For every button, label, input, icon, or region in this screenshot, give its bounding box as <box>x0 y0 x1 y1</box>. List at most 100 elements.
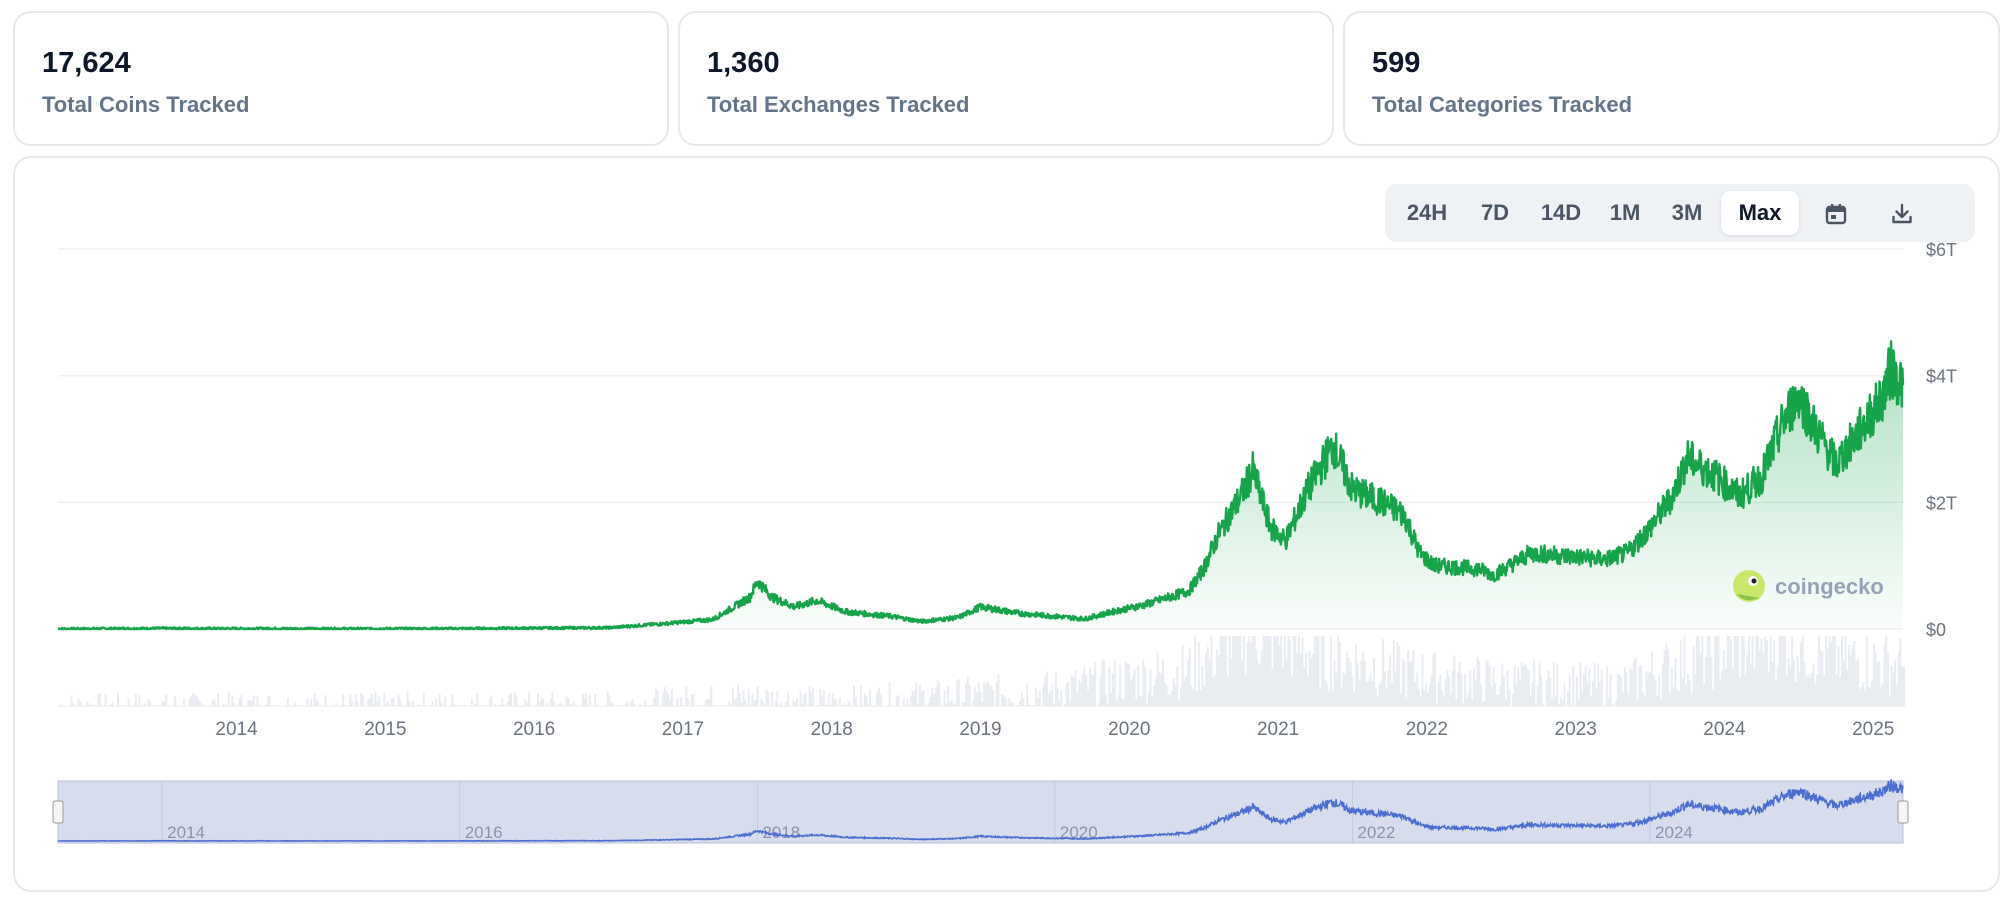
volume-bar <box>417 704 420 706</box>
volume-bar <box>1456 671 1459 706</box>
volume-bar <box>1581 690 1584 706</box>
time-navigator[interactable]: 2014 2016 2018 2020 2022 2024 <box>52 779 1909 844</box>
volume-bar <box>1154 678 1157 706</box>
volume-bar <box>1821 651 1824 706</box>
volume-bar <box>1063 704 1066 706</box>
volume-bar <box>1722 650 1725 706</box>
range-button-24h[interactable]: 24H <box>1406 200 1448 225</box>
volume-bar <box>1337 636 1340 706</box>
volume-bar <box>1597 664 1600 706</box>
volume-bar <box>1435 702 1438 706</box>
volume-bar <box>1253 636 1256 706</box>
range-button-1m[interactable]: 1M <box>1609 200 1641 225</box>
volume-bar <box>1241 661 1244 706</box>
volume-bar <box>1398 645 1401 706</box>
volume-bar <box>1038 690 1041 706</box>
volume-bar <box>1903 666 1905 706</box>
volume-bar <box>742 689 745 706</box>
volume-bar <box>1210 636 1213 706</box>
volume-bar <box>551 692 554 706</box>
volume-bar <box>1567 691 1570 706</box>
volume-bar <box>1135 699 1138 706</box>
range-button-max[interactable]: Max <box>1721 191 1799 235</box>
volume-bar <box>1830 641 1833 706</box>
volume-bar <box>1819 649 1822 706</box>
volume-bar <box>451 694 454 706</box>
volume-bar <box>1013 705 1016 706</box>
volume-bar <box>1755 636 1758 706</box>
volume-bar <box>195 695 198 706</box>
volume-bar <box>252 695 255 706</box>
volume-bar <box>1545 679 1548 706</box>
volume-bar <box>1894 659 1897 706</box>
volume-bar <box>779 703 782 706</box>
volume-bar <box>1647 673 1650 706</box>
navigator-handle-left[interactable] <box>52 800 64 824</box>
volume-bar <box>90 704 93 706</box>
volume-bar <box>1520 661 1523 706</box>
volume-bar <box>828 692 831 706</box>
volume-bar <box>1428 685 1431 706</box>
volume-bar <box>838 697 841 706</box>
navigator-handle-right[interactable] <box>1897 800 1909 824</box>
volume-bar <box>733 699 736 706</box>
volume-bar <box>731 687 734 706</box>
volume-bar <box>1036 698 1039 706</box>
watermark-text: coingecko <box>1775 574 1884 599</box>
volume-bar <box>747 688 750 706</box>
volume-bar <box>963 702 966 706</box>
volume-bar <box>1292 636 1295 706</box>
volume-bar <box>1832 636 1835 706</box>
volume-bar <box>1362 652 1365 706</box>
volume-bar <box>1128 663 1131 706</box>
volume-bar <box>706 698 709 706</box>
volume-bar <box>79 701 82 706</box>
range-button-14d[interactable]: 14D <box>1540 200 1582 225</box>
volume-bar <box>1497 695 1500 706</box>
volume-bar <box>1138 695 1141 706</box>
volume-bar <box>1542 703 1545 706</box>
volume-bar <box>756 686 759 706</box>
volume-bar <box>671 688 674 706</box>
market-cap-area <box>58 341 1903 629</box>
volume-bar <box>506 701 509 706</box>
calendar-button[interactable] <box>1805 191 1867 235</box>
volume-bar <box>879 694 882 706</box>
volume-bar <box>932 693 935 706</box>
range-button-3m[interactable]: 3M <box>1671 200 1703 225</box>
volume-bar <box>1678 691 1681 706</box>
range-button-7d[interactable]: 7D <box>1480 200 1510 225</box>
volume-bar <box>233 703 236 706</box>
volume-bar <box>367 699 370 706</box>
volume-bar <box>1710 657 1713 706</box>
volume-bar <box>217 693 220 706</box>
volume-bar <box>826 705 829 706</box>
volume-bar <box>1524 664 1527 706</box>
volume-bar <box>324 695 327 706</box>
navigator-selection[interactable] <box>57 780 1904 844</box>
volume-bar <box>1658 675 1661 706</box>
volume-bar <box>681 705 684 706</box>
volume-bar <box>988 684 991 706</box>
volume-bar <box>1656 695 1659 706</box>
volume-bar <box>1744 675 1747 706</box>
volume-bar <box>1694 674 1697 706</box>
volume-bar <box>984 684 987 706</box>
volume-bar <box>771 691 774 706</box>
volume-bar <box>1104 693 1107 706</box>
volume-bar <box>1792 659 1795 706</box>
volume-bar <box>1826 648 1829 706</box>
volume-bar <box>831 692 834 706</box>
volume-bar <box>1324 679 1327 706</box>
volume-bar <box>1837 646 1840 706</box>
volume-bar <box>138 695 141 706</box>
volume-bar <box>767 692 770 706</box>
volume-bar <box>1101 660 1104 706</box>
download-button[interactable] <box>1871 191 1933 235</box>
calendar-icon <box>1825 204 1847 225</box>
volume-bar <box>1842 660 1845 706</box>
volume-bar <box>819 688 822 706</box>
volume-bar <box>1492 667 1495 706</box>
volume-bar <box>268 696 271 706</box>
volume-bar <box>1430 675 1433 706</box>
